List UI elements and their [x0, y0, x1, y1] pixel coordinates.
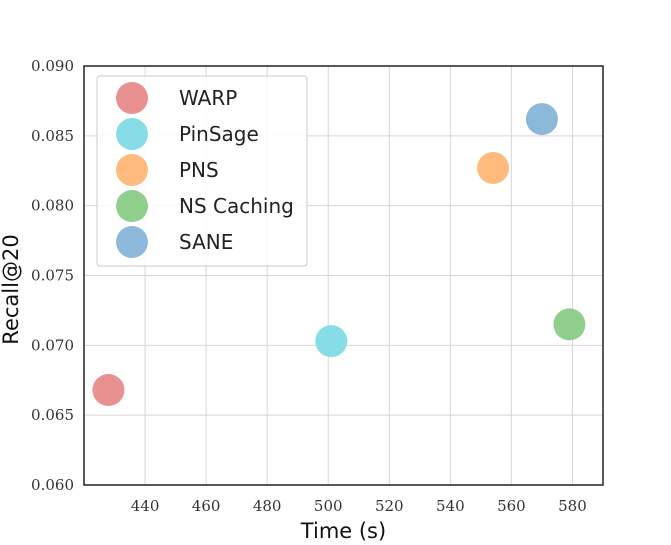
x-tick-label: 480 — [253, 497, 282, 515]
y-axis-title: Recall@20 — [0, 234, 23, 344]
y-tick-label: 0.090 — [31, 57, 74, 75]
x-tick-label: 440 — [131, 497, 160, 515]
legend-marker — [116, 118, 148, 150]
legend-marker — [116, 190, 148, 222]
data-points — [92, 103, 586, 407]
legend: WARP PinSage PNS NS Caching SANE — [96, 75, 308, 267]
legend-label: WARP — [179, 86, 237, 110]
point-warp — [92, 374, 125, 407]
y-tick-label: 0.080 — [31, 197, 74, 215]
point-pinsage — [315, 325, 348, 358]
point-ns-caching — [553, 308, 586, 341]
x-tick-label: 500 — [314, 497, 343, 515]
legend-marker — [116, 226, 148, 258]
x-tick-label: 520 — [375, 497, 404, 515]
point-pns — [477, 151, 510, 184]
grid-lines — [84, 65, 603, 486]
point-sane — [525, 103, 558, 136]
x-tick-label: 560 — [497, 497, 526, 515]
legend-label: PinSage — [179, 122, 259, 146]
legend-label: PNS — [179, 158, 219, 182]
legend-items: WARP PinSage PNS NS Caching SANE — [116, 82, 294, 258]
y-tick-label: 0.060 — [31, 476, 74, 494]
x-tick-label: 460 — [192, 497, 221, 515]
legend-label: SANE — [179, 230, 233, 254]
legend-marker — [116, 154, 148, 186]
y-tick-label: 0.085 — [31, 127, 74, 145]
y-tick-label: 0.070 — [31, 336, 74, 354]
y-tick-labels: 0.060 0.065 0.070 0.075 0.080 0.085 0.090 — [31, 57, 74, 494]
x-tick-labels: 440 460 480 500 520 540 560 580 — [131, 497, 587, 515]
x-tick-label: 580 — [558, 497, 587, 515]
x-tick-label: 540 — [436, 497, 465, 515]
legend-label: NS Caching — [179, 194, 294, 218]
legend-marker — [116, 82, 148, 114]
legend-box — [96, 75, 308, 267]
y-tick-label: 0.065 — [31, 406, 74, 424]
y-tick-label: 0.075 — [31, 267, 74, 285]
x-axis-title: Time (s) — [300, 519, 386, 543]
plot-frame — [83, 65, 604, 486]
